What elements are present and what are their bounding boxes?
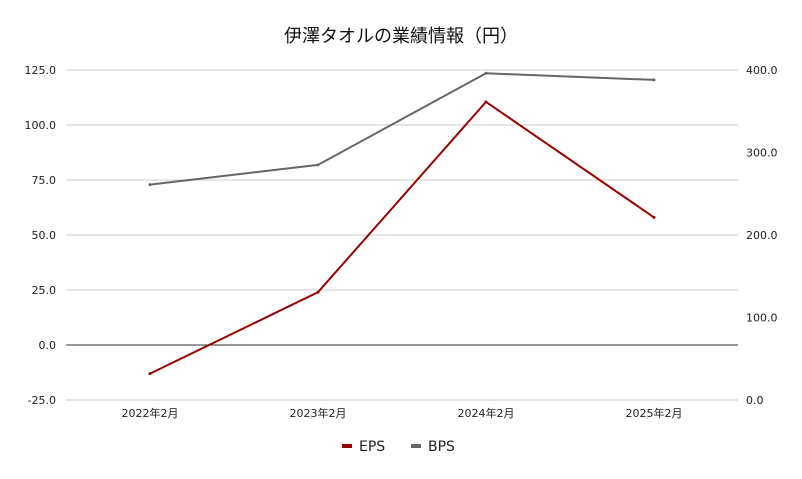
left-tick-label: 0.0 — [39, 339, 57, 352]
gridlines — [66, 69, 738, 401]
x-tick-label: 2025年2月 — [626, 406, 683, 420]
x-tick-label: 2023年2月 — [290, 406, 347, 420]
left-tick-label: 25.0 — [32, 284, 57, 297]
legend: EPS BPS — [342, 439, 455, 455]
series-line-bps — [149, 72, 655, 186]
data-point-eps — [148, 372, 152, 376]
legend-label-eps: EPS — [359, 439, 385, 455]
right-tick-label: 400.0 — [746, 64, 778, 77]
left-tick-label: 50.0 — [32, 229, 57, 242]
chart-title: 伊澤タオルの業績情報（円） — [284, 26, 518, 47]
data-point-bps — [148, 183, 152, 187]
left-tick-label: -25.0 — [28, 394, 56, 407]
data-point-bps — [316, 163, 320, 167]
right-tick-label: 300.0 — [746, 147, 778, 160]
x-tick-label: 2024年2月 — [458, 406, 515, 420]
right-tick-label: 100.0 — [746, 312, 778, 325]
data-point-bps — [652, 78, 656, 82]
series-line-eps — [149, 100, 655, 375]
data-point-bps — [484, 71, 488, 75]
data-point-eps — [316, 290, 320, 294]
right-axis: 400.0 300.0 200.0 100.0 0.0 — [746, 64, 778, 407]
right-tick-label: 0.0 — [746, 394, 764, 407]
right-tick-label: 200.0 — [746, 229, 778, 242]
left-tick-label: 100.0 — [25, 119, 57, 132]
left-axis: 125.0 100.0 75.0 50.0 25.0 0.0 -25.0 — [25, 64, 57, 407]
series-lines — [148, 71, 656, 376]
legend-label-bps: BPS — [428, 439, 455, 455]
data-point-eps — [652, 215, 656, 219]
left-tick-label: 125.0 — [25, 64, 57, 77]
x-tick-label: 2022年2月 — [122, 406, 179, 420]
x-axis: 2022年2月 2023年2月 2024年2月 2025年2月 — [122, 406, 683, 420]
left-tick-label: 75.0 — [32, 174, 57, 187]
data-point-eps — [484, 100, 488, 104]
